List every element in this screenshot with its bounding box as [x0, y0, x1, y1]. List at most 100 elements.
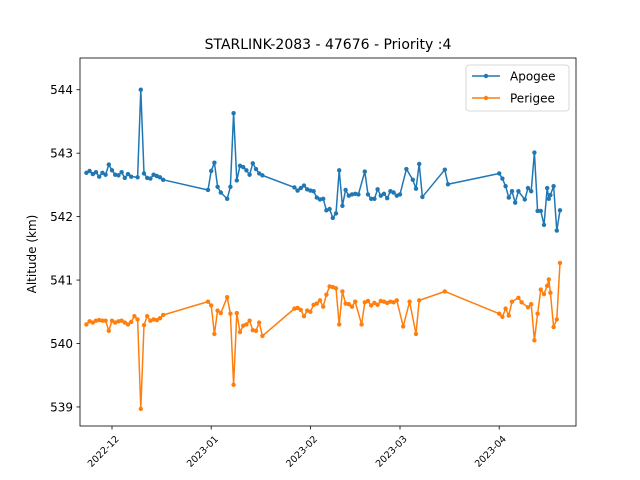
apogee-point — [106, 162, 112, 167]
apogee-point — [141, 171, 147, 176]
perigee-point — [218, 310, 223, 316]
perigee-point — [394, 298, 399, 303]
perigee-point — [138, 406, 143, 412]
perigee-point — [557, 260, 563, 266]
perigee-point — [260, 333, 265, 339]
perigee-point — [525, 305, 531, 310]
perigee-point — [546, 277, 551, 282]
apogee-point — [321, 196, 326, 202]
apogee-point — [247, 172, 252, 177]
apogee-point — [557, 208, 563, 213]
apogee-point — [241, 164, 246, 170]
perigee-point — [503, 306, 508, 311]
apogee-point — [362, 169, 367, 174]
perigee-point — [346, 301, 351, 307]
perigee-point — [132, 314, 137, 319]
apogee-point — [541, 222, 547, 228]
apogee-point — [397, 192, 403, 197]
perigee-point — [551, 324, 556, 330]
apogee-point — [525, 185, 531, 191]
apogee-point — [301, 183, 307, 188]
perigee-point — [244, 322, 249, 327]
perigee-point — [129, 319, 134, 325]
y-tick-label: 544 — [50, 83, 73, 97]
perigee-point — [535, 311, 540, 316]
apogee-point — [129, 174, 134, 179]
apogee-point — [551, 183, 556, 189]
perigee-point — [401, 324, 406, 329]
perigee-point — [391, 300, 396, 305]
perigee-point — [365, 298, 371, 304]
perigee-point — [516, 295, 521, 301]
apogee-point — [532, 150, 537, 155]
apogee-point — [546, 196, 551, 202]
perigee-point — [407, 299, 412, 304]
apogee-point — [340, 203, 345, 209]
apogee-point — [125, 171, 131, 177]
apogee-point — [119, 170, 124, 175]
y-tick-label: 542 — [50, 210, 73, 224]
apogee-point — [391, 190, 396, 195]
apogee-point — [157, 175, 163, 180]
apogee-point — [535, 208, 540, 214]
apogee-point — [231, 111, 236, 116]
y-tick-label: 540 — [50, 337, 73, 351]
perigee-point — [506, 313, 511, 318]
apogee-point — [500, 176, 505, 181]
apogee-point — [378, 193, 383, 198]
perigee-point — [100, 318, 105, 323]
apogee-point — [356, 192, 361, 197]
perigee-point — [519, 300, 524, 305]
legend-perigee-label: Perigee — [510, 91, 555, 105]
perigee-point — [225, 295, 230, 300]
apogee-point — [135, 175, 140, 180]
apogee-point — [93, 170, 99, 175]
perigee-point — [554, 317, 559, 322]
apogee-point — [413, 186, 419, 191]
chart-title: STARLINK-2083 - 47676 - Priority :4 — [205, 37, 452, 53]
apogee-point — [122, 175, 128, 181]
perigee-point — [317, 298, 323, 303]
apogee-point — [545, 185, 550, 191]
apogee-point — [509, 189, 515, 194]
apogee-point — [90, 171, 96, 177]
perigee-point — [237, 329, 243, 335]
perigee-point — [372, 300, 377, 306]
perigee-point — [548, 290, 553, 295]
apogee-point — [244, 168, 249, 173]
apogee-point — [372, 196, 377, 202]
perigee-point — [314, 301, 319, 306]
apogee-point — [225, 196, 230, 202]
apogee-point — [420, 194, 425, 200]
perigee-point — [205, 299, 211, 304]
perigee-point — [369, 303, 374, 308]
apogee-point — [215, 184, 220, 189]
apogee-point — [337, 168, 342, 173]
perigee-point — [497, 311, 502, 316]
perigee-point — [157, 315, 163, 321]
perigee-point — [333, 286, 339, 291]
apogee-point — [161, 177, 166, 183]
plot-marks — [84, 87, 563, 412]
apogee-point — [497, 171, 502, 176]
apogee-point — [333, 211, 339, 216]
apogee-point — [116, 173, 121, 178]
perigee-point — [209, 303, 214, 308]
apogee-point — [369, 196, 374, 202]
apogee-point — [327, 206, 332, 212]
apogee-point — [253, 166, 259, 172]
legend-perigee-marker — [483, 95, 489, 101]
perigee-point — [545, 283, 550, 288]
apogee-point — [103, 172, 108, 177]
apogee-point — [529, 189, 534, 194]
apogee-point — [148, 176, 153, 181]
apogee-point — [442, 167, 447, 172]
apogee-point — [314, 195, 319, 200]
apogee-point — [218, 190, 223, 195]
apogee-point — [417, 161, 422, 167]
perigee-point — [301, 314, 307, 319]
legend-apogee-marker — [483, 73, 489, 79]
apogee-point — [250, 161, 255, 166]
apogee-point — [109, 168, 115, 173]
